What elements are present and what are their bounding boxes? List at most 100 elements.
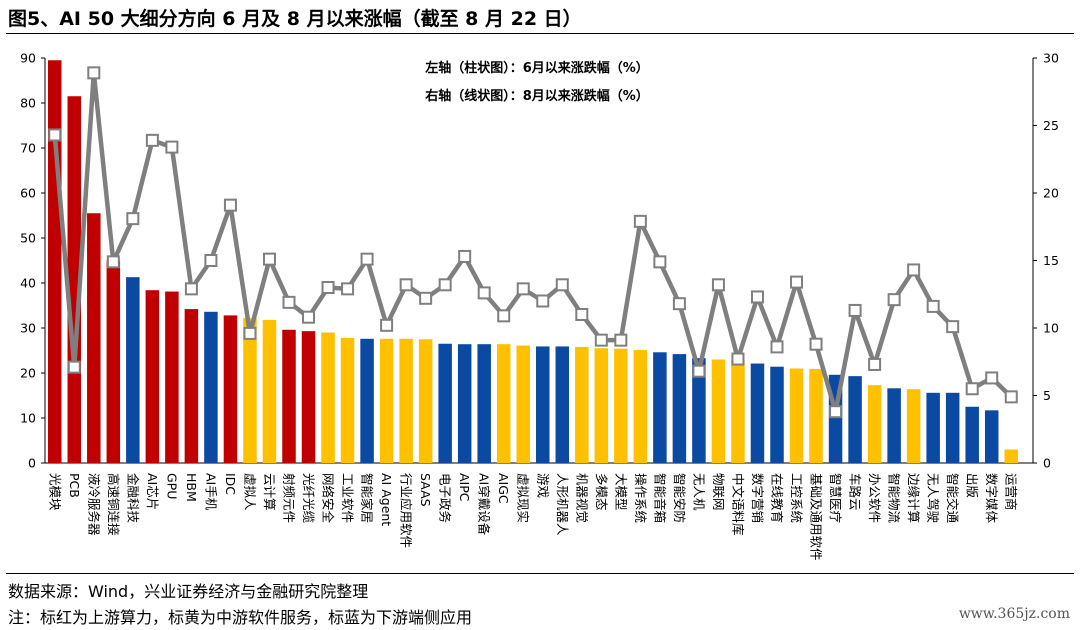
line-point-基础及通用软件 [809,337,823,351]
line-point-机器视觉 [575,308,589,321]
category-label: 云计算 [262,473,277,511]
bar-办公软件 [867,385,882,463]
category-label: 车路云 [848,473,863,511]
bar-数字媒体 [984,410,999,463]
data-source: 数据来源：Wind，兴业证券经济与金融研究院整理 [8,582,369,601]
line-point-光纤光缆 [302,310,316,324]
bar-金融科技 [126,277,140,463]
category-label: 边缘计算 [906,473,921,523]
line-point-GPU [165,140,179,154]
line-point-游戏 [536,294,550,308]
category-label: GPU [164,473,179,499]
line-point-边缘计算 [907,263,921,277]
bar-操作系统 [633,350,648,463]
line-point-云计算 [262,252,276,266]
category-label: 光纤光缆 [301,473,316,524]
category-label: AIGC [496,473,511,504]
line-point-SAAS [419,291,433,305]
line-point-HBM [184,282,198,296]
category-label: 电子政务 [438,473,453,523]
bar-series [48,60,1018,463]
line-path [52,70,1013,414]
line-point-数字营销 [750,290,764,304]
line-point-智能交通 [946,320,960,334]
category-label: AI Agent [379,473,394,526]
category-label: HBM [184,473,199,502]
category-label: 出版 [965,473,980,499]
category-label: 工控系统 [789,473,804,523]
category-label: 虚拟现实 [516,473,531,523]
category-label: SAAS [418,473,433,507]
line-point-大模型 [614,333,628,347]
bar-物联网 [711,359,726,463]
left-axis-tick-label: 20 [20,366,36,381]
category-label: 多模态 [594,473,609,511]
category-label: 智能音箱 [652,473,667,523]
right-axis-tick-label: 15 [1043,253,1059,268]
bar-IDC [223,315,238,463]
category-label: 人形机器人 [555,473,570,536]
bar-车路云 [848,376,862,463]
category-label: 工业软件 [340,473,355,523]
bar-液冷服务器 [87,213,101,463]
line-point-AI Agent [380,318,394,332]
line-point-智能物流 [887,293,901,307]
category-label: PCB [67,473,82,498]
bar-虚拟人 [243,318,257,463]
category-label: 光模块 [47,473,62,511]
bar-SAAS [418,339,433,463]
bar-HBM [184,309,199,463]
line-point-运营商 [1004,390,1018,404]
line-point-高速铜连接 [106,255,120,269]
category-label: 无人驾驶 [926,473,941,524]
line-point-车路云 [848,303,862,317]
category-label: AIPC [457,473,472,502]
left-axis-tick-label: 30 [20,321,36,336]
bar-大模型 [614,348,628,463]
category-label: 智慧医疗 [828,473,843,523]
category-label: 数字媒体 [984,473,999,524]
bar-AI芯片 [145,290,160,463]
right-axis-tick-label: 20 [1043,186,1059,201]
category-label: 行业应用软件 [399,473,414,548]
bar-网络安全 [321,332,335,463]
line-point-办公软件 [868,357,882,371]
right-axis-tick-label: 0 [1043,456,1051,471]
line-point-多模态 [594,333,608,347]
line-point-AI手机 [204,254,218,267]
right-axis-tick-label: 5 [1043,388,1051,403]
bar-智能音箱 [653,352,667,463]
line-point-PCB [67,360,81,374]
category-label: 大模型 [613,473,628,511]
line-point-电子政务 [438,278,452,292]
category-label: AI手机 [203,473,218,511]
category-label: IDC [223,473,238,495]
line-point-液冷服务器 [87,66,101,80]
line-point-智能家居 [360,252,374,266]
bar-智能交通 [945,392,960,463]
category-label: 金融科技 [125,473,140,524]
left-axis-tick-label: 60 [20,186,36,201]
line-point-中文语料库 [731,352,745,366]
line-point-工业软件 [341,282,355,296]
category-label: 机器视觉 [574,473,589,523]
bar-智能安防 [672,354,687,463]
category-label: 液冷服务器 [86,473,101,536]
line-point-AIPC [458,249,472,263]
category-label: 物联网 [711,473,726,511]
left-axis-tick-label: 0 [28,456,36,471]
line-point-行业应用软件 [399,278,413,292]
bar-line-chart: 0 10 20 30 40 50 60 70 80 90 0 5 10 15 20 25 30 光模块 PCB 液冷… [20,51,1059,561]
bar-出版 [965,406,979,463]
legend-line-text: 右轴（线状图）：8月以来涨跌幅（%） [424,88,649,104]
left-axis-tick-label: 50 [20,231,36,246]
bar-GPU [165,291,179,463]
line-point-无人机 [692,364,706,378]
line-point-智能音箱 [653,255,667,269]
bar-光模块 [48,60,62,463]
line-point-虚拟人 [243,326,257,340]
category-label: 射频元件 [282,473,297,523]
category-label: 操作系统 [633,473,648,523]
line-point-出版 [965,382,979,396]
bar-AIGC [496,344,511,463]
